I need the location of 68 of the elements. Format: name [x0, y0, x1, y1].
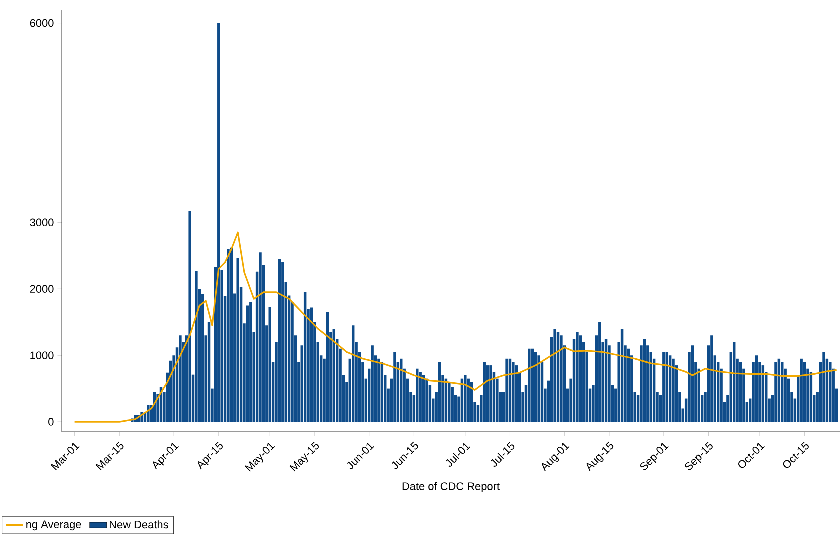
x-axis-title: Date of CDC Report — [402, 482, 500, 492]
bar — [268, 307, 272, 422]
bar — [278, 259, 282, 422]
bar — [380, 362, 384, 422]
bar — [739, 362, 742, 422]
bar — [188, 211, 192, 422]
bar — [378, 358, 380, 422]
bar — [781, 362, 784, 422]
y-tick-label: 0 — [48, 418, 54, 426]
y-tick-label: 6000 — [30, 19, 54, 28]
legend-label: New Deaths — [110, 520, 168, 529]
y-tick-label: 2000 — [30, 285, 54, 293]
bar — [528, 348, 531, 422]
bar — [672, 358, 675, 422]
bar — [448, 382, 451, 422]
bar — [506, 358, 508, 422]
bar — [531, 348, 534, 422]
bar — [419, 372, 422, 422]
bar — [394, 352, 396, 422]
bar — [352, 326, 355, 422]
y-tick-label: 1000 — [30, 352, 54, 360]
bar — [579, 336, 582, 422]
y-tick-label: 3000 — [30, 218, 54, 227]
bar — [464, 376, 467, 422]
bar — [538, 356, 540, 422]
legend-label: ng Average — [26, 520, 82, 531]
bar — [250, 302, 252, 422]
bar — [332, 328, 336, 422]
bar — [662, 352, 666, 422]
bar — [195, 271, 198, 422]
bar — [668, 356, 672, 422]
bar — [560, 336, 563, 422]
bar — [803, 362, 806, 422]
bar — [326, 312, 330, 422]
bar — [227, 249, 230, 422]
bar — [426, 378, 428, 422]
bar — [218, 23, 220, 422]
bar — [259, 252, 262, 422]
bar — [282, 262, 284, 422]
bar — [800, 358, 803, 422]
bar — [208, 322, 211, 422]
bar — [310, 308, 314, 422]
bar — [598, 322, 602, 422]
bar — [822, 352, 826, 422]
bar — [556, 332, 560, 422]
bar — [604, 338, 608, 422]
bar — [416, 368, 419, 422]
bar — [304, 292, 307, 422]
bar — [774, 362, 778, 422]
bar — [710, 336, 714, 422]
bar — [620, 328, 624, 422]
bar — [755, 356, 758, 422]
bar — [829, 362, 832, 422]
bar — [576, 332, 579, 422]
bar — [512, 362, 515, 422]
bar — [371, 346, 374, 422]
bar — [438, 362, 442, 422]
bar — [490, 366, 492, 422]
bar — [691, 346, 694, 422]
bar — [451, 387, 454, 422]
bar — [643, 338, 646, 422]
bar — [627, 348, 630, 422]
bar — [246, 306, 250, 422]
bar — [732, 342, 736, 422]
bar — [554, 328, 556, 422]
bar — [236, 258, 240, 422]
bar — [230, 248, 234, 422]
bar — [179, 336, 182, 422]
